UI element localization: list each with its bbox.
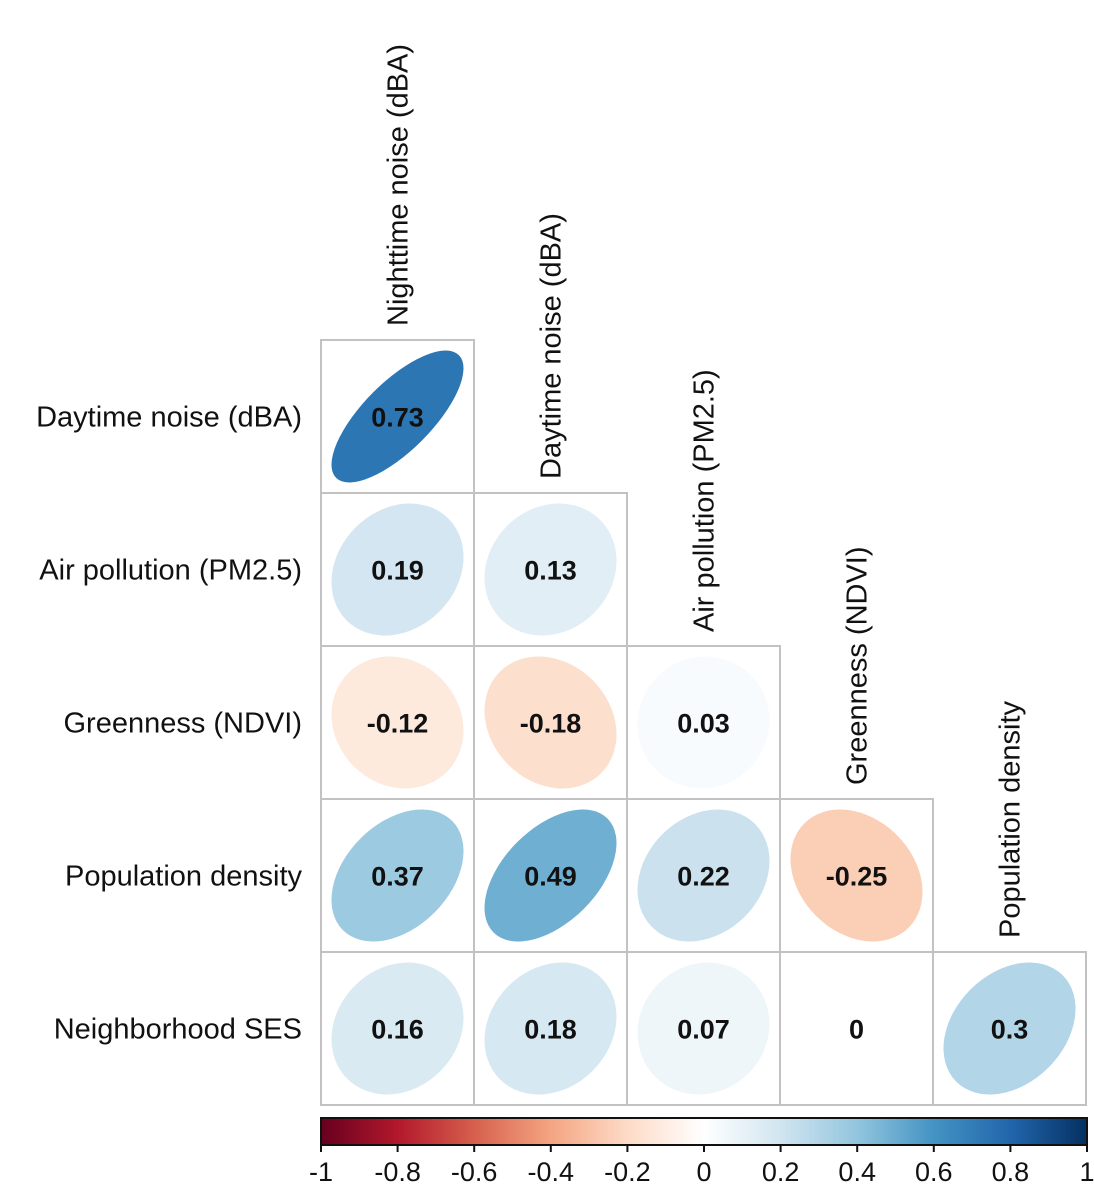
- correlation-value-label: 0: [849, 1015, 864, 1045]
- colorbar: [320, 1117, 1088, 1146]
- colorbar-tick-label: -0.4: [528, 1157, 575, 1186]
- correlation-ellipse: [637, 962, 770, 1095]
- row-label: Neighborhood SES: [54, 1014, 302, 1046]
- correlation-ellipse: [484, 503, 617, 636]
- colorbar-tick-label: 1: [1079, 1157, 1094, 1186]
- correlation-value-label: 0.18: [524, 1015, 577, 1045]
- column-label: Greenness (NDVI): [842, 546, 874, 785]
- correlation-ellipse: [637, 656, 770, 789]
- correlation-value-label: 0.07: [677, 1015, 730, 1045]
- correlation-ellipse: [790, 962, 923, 1095]
- cell-border: [932, 951, 1087, 1106]
- correlation-ellipse: [331, 350, 464, 483]
- correlation-value-label: 0.13: [524, 556, 577, 586]
- correlation-value-label: 0.49: [524, 862, 577, 892]
- correlation-ellipse: [637, 809, 770, 942]
- correlation-value-label: 0.73: [371, 403, 424, 433]
- correlation-value-label: 0.37: [371, 862, 424, 892]
- colorbar-tick-label: -0.2: [604, 1157, 651, 1186]
- correlation-value-label: 0.03: [677, 709, 730, 739]
- correlation-value-label: -0.18: [520, 709, 582, 739]
- column-label: Air pollution (PM2.5): [689, 369, 721, 632]
- correlation-ellipse: [943, 962, 1076, 1095]
- correlation-ellipse: [790, 809, 923, 942]
- colorbar-tick-label: 0.4: [838, 1157, 876, 1186]
- correlation-value-label: -0.12: [367, 709, 429, 739]
- column-label: Population density: [995, 701, 1027, 938]
- colorbar-tick-label: 0: [696, 1157, 711, 1186]
- correlation-ellipse: [331, 503, 464, 636]
- colorbar-tick-label: -1: [309, 1157, 333, 1186]
- colorbar-tick-label: 0.8: [992, 1157, 1030, 1186]
- correlation-ellipse: [331, 656, 464, 789]
- column-label: Nighttime noise (dBA): [383, 44, 415, 326]
- correlation-ellipse: [331, 962, 464, 1095]
- correlation-value-label: 0.3: [991, 1015, 1029, 1045]
- correlation-value-label: -0.25: [826, 862, 888, 892]
- colorbar-tick-label: -0.6: [451, 1157, 498, 1186]
- colorbar-tick-label: 0.6: [915, 1157, 953, 1186]
- correlation-value-label: 0.16: [371, 1015, 424, 1045]
- correlation-ellipse: [331, 809, 464, 942]
- row-label: Daytime noise (dBA): [36, 402, 302, 434]
- row-label: Population density: [65, 861, 302, 893]
- correlation-ellipse: [484, 656, 617, 789]
- correlation-ellipse: [484, 809, 617, 942]
- colorbar-tick-label: 0.2: [762, 1157, 800, 1186]
- correlation-ellipse: [484, 962, 617, 1095]
- column-label: Daytime noise (dBA): [536, 213, 568, 479]
- colorbar-tick-label: -0.8: [374, 1157, 421, 1186]
- correlation-value-label: 0.19: [371, 556, 424, 586]
- row-label: Greenness (NDVI): [63, 708, 302, 740]
- correlation-value-label: 0.22: [677, 862, 730, 892]
- row-label: Air pollution (PM2.5): [39, 555, 302, 587]
